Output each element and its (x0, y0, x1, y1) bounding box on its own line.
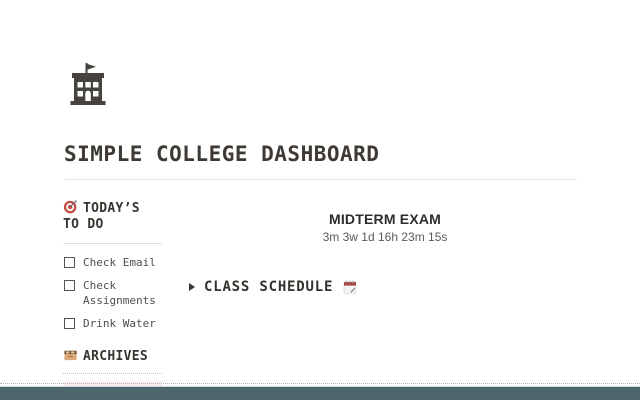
todo-item-label[interactable]: Check Assignments (83, 279, 156, 307)
title-divider (65, 179, 577, 180)
todo-item: Drink Water (63, 316, 162, 331)
todo-item-label[interactable]: Drink Water (83, 317, 156, 330)
todo-item: Check Assignments (63, 278, 162, 308)
todo-item: Check Email (63, 255, 162, 270)
page-title: SIMPLE COLLEGE DASHBOARD (64, 142, 380, 166)
footer-bar (0, 386, 640, 400)
class-schedule-toggle[interactable]: CLASS SCHEDULE (189, 279, 358, 295)
toggle-collapsed-icon[interactable] (189, 283, 195, 291)
archives-heading: ARCHIVES (63, 347, 162, 365)
countdown-title: MIDTERM EXAM (328, 211, 442, 227)
todo-checkbox-drink-water[interactable] (64, 318, 75, 329)
todo-checkbox-check-assignments[interactable] (64, 280, 75, 291)
bottom-dotted-divider (0, 383, 640, 384)
archives-divider (63, 373, 162, 374)
archives-heading-label: ARCHIVES (83, 349, 149, 364)
card-file-box-icon (63, 347, 78, 362)
countdown-value: 3m 3w 1d 16h 23m 15s (322, 230, 448, 244)
spiral-calendar-icon (342, 279, 358, 295)
todo-divider (63, 243, 162, 244)
dart-target-icon (63, 199, 78, 214)
school-building-icon[interactable] (64, 60, 112, 108)
todo-heading: TODAY’S TO DO (63, 199, 162, 233)
todo-heading-label: TODAY’S TO DO (63, 201, 140, 232)
todo-item-label[interactable]: Check Email (83, 256, 156, 269)
todo-checkbox-check-email[interactable] (64, 257, 75, 268)
countdown-widget: MIDTERM EXAM 3m 3w 1d 16h 23m 15s (275, 211, 495, 244)
class-schedule-label: CLASS SCHEDULE (204, 279, 334, 295)
left-column: TODAY’S TO DO Check Email Check Assignme… (63, 199, 162, 400)
